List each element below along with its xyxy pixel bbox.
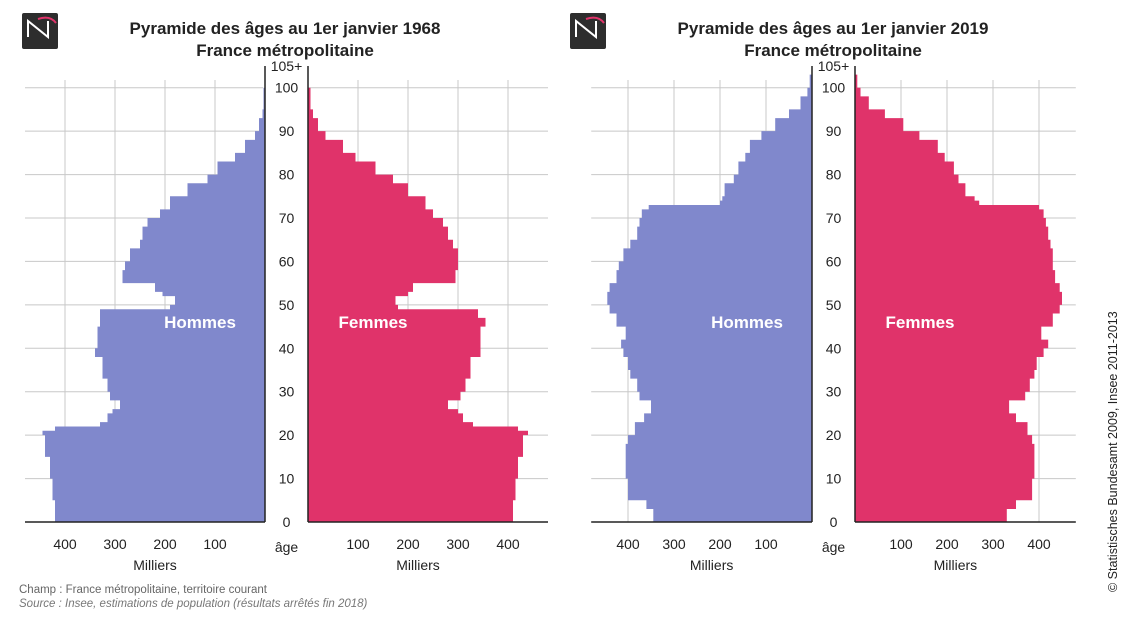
age-tick-label: 105+ — [271, 58, 303, 74]
label-hommes: Hommes — [711, 313, 783, 332]
age-tick-label: 30 — [279, 384, 295, 400]
x-tick-label-hommes: 400 — [53, 536, 77, 552]
x-axis-label-hommes: Milliers — [690, 557, 734, 573]
age-tick-label: 80 — [826, 167, 842, 183]
x-tick-label-femmes: 400 — [496, 536, 520, 552]
series-hommes-bars — [42, 61, 265, 523]
chart-subtitle: France métropolitaine — [744, 41, 922, 60]
chart-title: Pyramide des âges au 1er janvier 2019 — [678, 19, 989, 38]
chart-title: Pyramide des âges au 1er janvier 1968 — [130, 19, 441, 38]
age-tick-label: 80 — [279, 167, 295, 183]
insee-logo-text: INSEE — [25, 50, 55, 61]
x-tick-label-hommes: 400 — [616, 536, 640, 552]
x-tick-label-hommes: 300 — [662, 536, 686, 552]
age-tick-label: 105+ — [818, 58, 850, 74]
age-tick-label: 30 — [826, 384, 842, 400]
age-tick-label: 60 — [826, 253, 842, 269]
age-tick-label: 50 — [279, 297, 295, 313]
x-axis-label-hommes: Milliers — [133, 557, 177, 573]
footnote-source: Source : Insee, estimations de populatio… — [19, 598, 368, 610]
age-tick-label: 10 — [279, 471, 295, 487]
chart-subtitle: France métropolitaine — [196, 41, 374, 60]
x-tick-label-femmes: 400 — [1027, 536, 1051, 552]
insee-logo-mark — [27, 18, 49, 40]
age-tick-label: 100 — [275, 80, 299, 96]
age-tick-label: 20 — [279, 427, 295, 443]
age-tick-label: 90 — [826, 123, 842, 139]
x-tick-label-femmes: 300 — [446, 536, 470, 552]
age-tick-label: 100 — [822, 80, 846, 96]
x-axis-label-femmes: Milliers — [934, 557, 978, 573]
age-tick-label: 20 — [826, 427, 842, 443]
x-tick-label-femmes: 200 — [935, 536, 959, 552]
footnote-champ: Champ : France métropolitaine, territoir… — [19, 584, 267, 596]
age-tick-label: 70 — [279, 210, 295, 226]
x-axis-label-femmes: Milliers — [396, 557, 440, 573]
x-tick-label-femmes: 300 — [981, 536, 1005, 552]
age-tick-label: 0 — [283, 514, 291, 530]
age-tick-label: 90 — [279, 123, 295, 139]
series-femmes-bars — [855, 61, 1062, 523]
age-tick-label: 40 — [279, 340, 295, 356]
age-tick-label: 0 — [830, 514, 838, 530]
series-hommes-bars — [607, 61, 812, 523]
x-tick-label-hommes: 200 — [708, 536, 732, 552]
x-tick-label-femmes: 100 — [889, 536, 913, 552]
insee-logo-mark — [575, 18, 597, 40]
x-tick-label-hommes: 100 — [203, 536, 227, 552]
x-tick-label-hommes: 100 — [754, 536, 778, 552]
insee-logo-swoosh — [37, 16, 57, 24]
series-femmes-bars — [308, 61, 528, 523]
label-femmes: Femmes — [339, 313, 408, 332]
age-tick-label: 40 — [826, 340, 842, 356]
age-tick-label: 10 — [826, 471, 842, 487]
x-tick-label-hommes: 300 — [103, 536, 127, 552]
x-tick-label-femmes: 100 — [346, 536, 370, 552]
x-tick-label-femmes: 200 — [396, 536, 420, 552]
age-axis-label: âge — [822, 539, 846, 555]
age-tick-label: 60 — [279, 253, 295, 269]
age-tick-label: 50 — [826, 297, 842, 313]
age-tick-label: 70 — [826, 210, 842, 226]
copyright-notice: © Statistisches Bundesamt 2009, Insee 20… — [1106, 311, 1120, 592]
age-axis-label: âge — [275, 539, 299, 555]
x-tick-label-hommes: 200 — [153, 536, 177, 552]
insee-logo-swoosh — [585, 16, 605, 24]
label-hommes: Hommes — [164, 313, 236, 332]
insee-logo-text: INSEE — [573, 50, 603, 61]
label-femmes: Femmes — [886, 313, 955, 332]
